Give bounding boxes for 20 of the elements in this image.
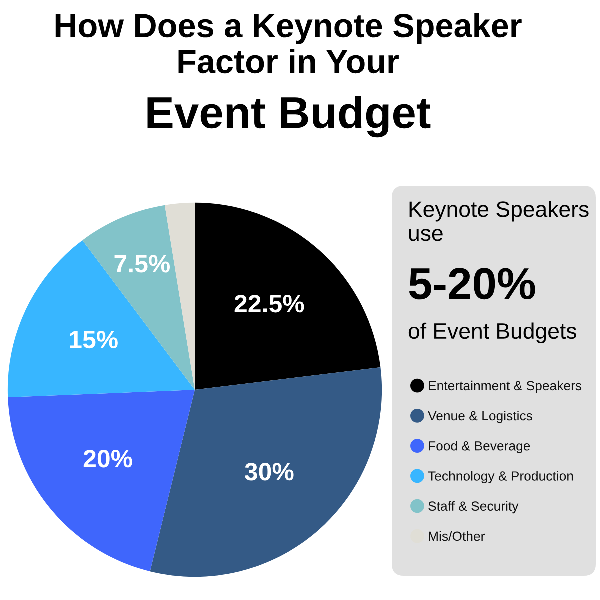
data-label: 7.5% [114, 255, 170, 273]
legend-label: Entertainment & Speakers [429, 380, 582, 394]
data-label: 30% [244, 463, 294, 481]
data-label: 20% [84, 450, 132, 468]
legend-label: Food & Beverage [429, 441, 530, 454]
pie-slice [8, 240, 195, 398]
legend-label: Mis/Other [429, 531, 485, 542]
data-label: 22.5% [234, 294, 304, 313]
text: Keynote Speakers use [409, 201, 589, 242]
pie-slice [8, 390, 195, 572]
text: of Event Budgets [408, 322, 576, 344]
pie-slice [195, 202, 381, 390]
pie-slice [150, 367, 382, 578]
data-label: 15% [70, 330, 118, 349]
chart-title: How Does a Keynote Speaker Factor in Your [56, 13, 522, 74]
legend-label: Venue & Logistics [428, 410, 532, 424]
legend-label: Technology & Production [428, 471, 574, 484]
legend-label: Staff & Security [428, 501, 519, 514]
text: 5-20% [409, 268, 536, 300]
chart-subtitle: Event Budget [148, 96, 431, 138]
